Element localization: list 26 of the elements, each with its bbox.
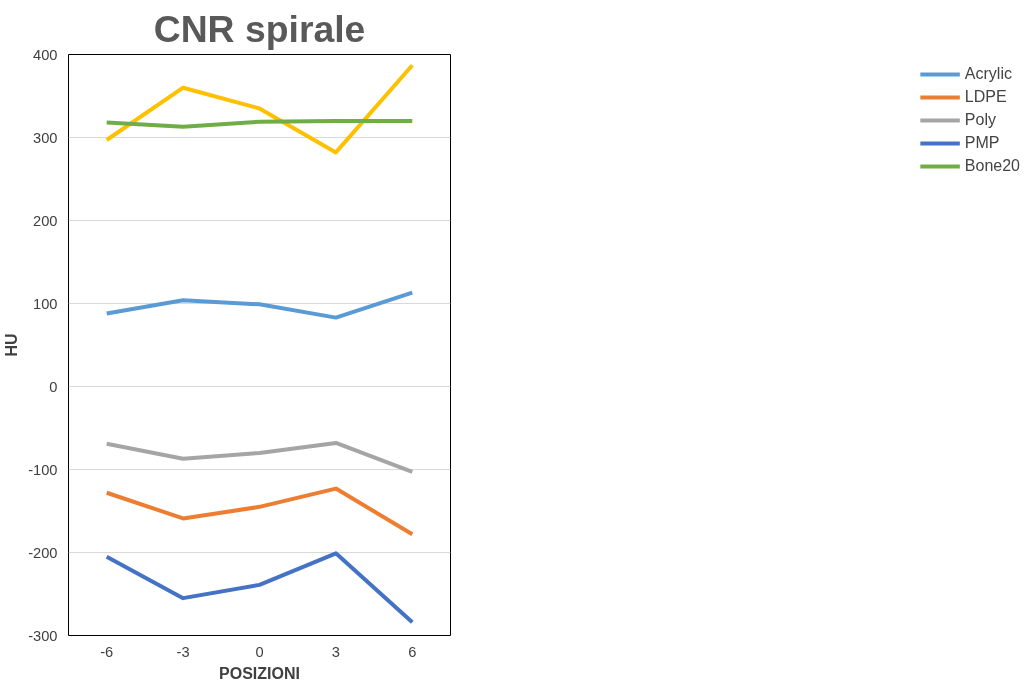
x-tick-label: -6 [100,643,114,660]
line-series [104,486,415,537]
x-tick-label: 0 [255,643,264,660]
x-tick-label: -3 [176,643,190,660]
y-tick-label: -200 [28,544,58,561]
y-tick-label: 400 [33,46,58,63]
line-series [104,63,415,155]
line-series [104,440,415,474]
chart-title: CNR spirale [153,7,366,50]
y-tick-label: 300 [33,129,58,146]
legend-label: Bone20 [964,157,1020,175]
x-tick-label: 6 [408,643,417,660]
legend-label: PMP [964,134,1000,152]
legend-label: Acrylic [964,65,1012,83]
legend-label: LDPE [964,88,1007,106]
line-series [104,290,415,320]
y-tick-label: 0 [49,378,58,395]
x-axis-title: POSIZIONI [219,664,300,682]
legend-label: Poly [964,111,996,129]
y-tick-label: 100 [33,295,58,312]
y-tick-label: -300 [28,627,58,644]
y-tick-label: 200 [33,212,58,229]
line-series [104,551,415,625]
y-axis-title: HU [3,333,21,357]
x-tick-label: 3 [331,643,340,660]
y-tick-label: -100 [28,461,58,478]
